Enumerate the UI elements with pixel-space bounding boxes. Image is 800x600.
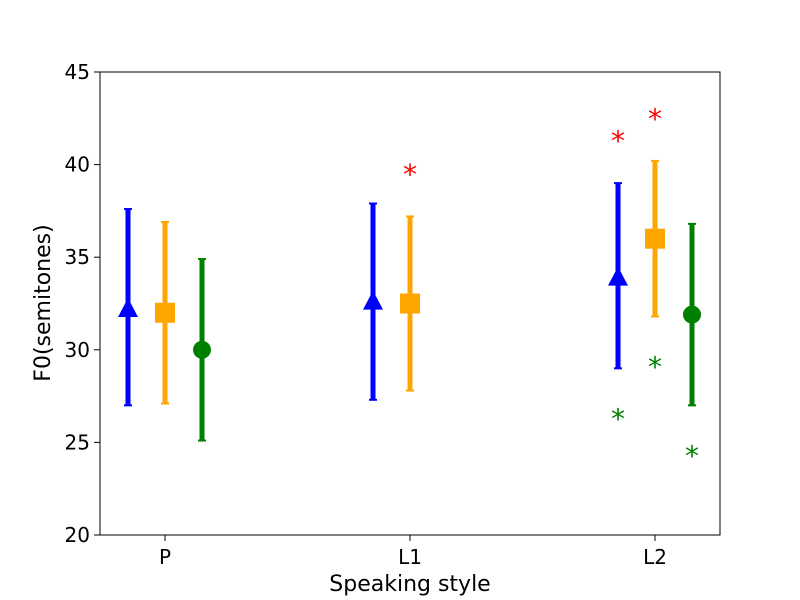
x-tick-label: P bbox=[159, 545, 171, 569]
significance-asterisk: * bbox=[611, 402, 625, 435]
mean-marker-square bbox=[645, 228, 665, 249]
significance-asterisk: * bbox=[648, 351, 662, 384]
y-axis: 20 25 30 35 40 45 bbox=[65, 60, 100, 547]
mean-marker-circle bbox=[193, 340, 211, 359]
y-tick-label: 30 bbox=[65, 338, 90, 362]
y-axis-label: F0(semitones) bbox=[31, 224, 56, 381]
mean-marker-triangle bbox=[118, 298, 138, 318]
y-tick-label: 35 bbox=[65, 245, 90, 269]
mean-marker-circle bbox=[683, 305, 701, 324]
significance-asterisk: * bbox=[685, 440, 699, 473]
y-tick-label: 45 bbox=[65, 60, 90, 84]
y-tick-label: 40 bbox=[65, 153, 90, 177]
x-tick-label: L1 bbox=[398, 545, 422, 569]
mean-marker-square bbox=[400, 293, 420, 314]
x-axis: P L1 L2 bbox=[159, 535, 667, 569]
x-tick-label: L2 bbox=[643, 545, 667, 569]
mean-marker-square bbox=[155, 302, 175, 323]
mean-marker-triangle bbox=[608, 266, 628, 286]
significance-asterisk: * bbox=[611, 125, 625, 158]
y-tick-label: 25 bbox=[65, 430, 90, 454]
significance-asterisk: * bbox=[648, 102, 662, 135]
mean-marker-triangle bbox=[363, 290, 383, 310]
y-tick-label: 20 bbox=[65, 523, 90, 547]
significance-asterisk: * bbox=[403, 158, 417, 191]
x-axis-label: Speaking style bbox=[329, 572, 490, 597]
plot-area: * * * * * * bbox=[118, 102, 701, 473]
